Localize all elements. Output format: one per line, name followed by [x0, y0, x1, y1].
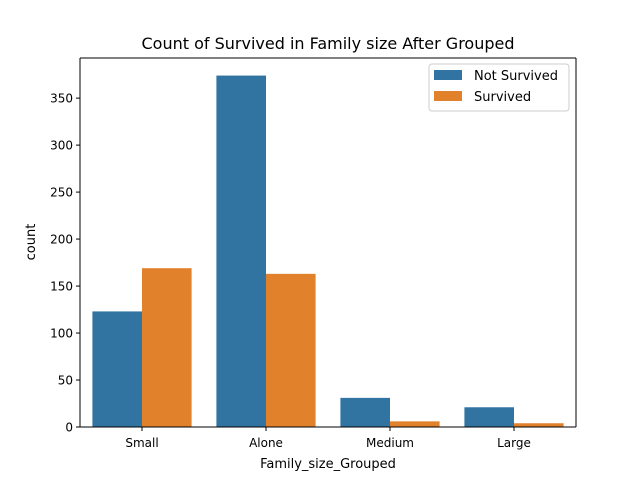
bar-alone-not-survived — [216, 75, 266, 428]
legend: Not Survived Survived — [428, 63, 570, 112]
x-tick-label: Medium — [366, 436, 414, 450]
bar-medium-survived — [390, 421, 440, 427]
bar-medium-not-survived — [340, 397, 390, 427]
x-tick-label: Large — [497, 436, 531, 450]
y-tick-label: 150 — [50, 280, 73, 294]
y-tick-label: 300 — [50, 139, 73, 153]
plot-area: 0 50 100 150 200 250 300 350 Small Alone Medium Lar… — [50, 57, 577, 450]
y-tick-label: 0 — [65, 421, 73, 435]
legend-label: Not Survived — [474, 69, 558, 84]
x-tick-label: Small — [125, 436, 158, 450]
bar-small-not-survived — [92, 311, 142, 427]
bar-large-not-survived — [464, 407, 514, 427]
legend-swatch — [434, 91, 462, 101]
bar-small-survived — [142, 268, 192, 427]
y-tick-label: 250 — [50, 186, 73, 200]
legend-swatch — [434, 70, 462, 80]
y-axis-label: count — [24, 224, 39, 261]
bar-large-survived — [514, 423, 564, 427]
y-tick-label: 200 — [50, 233, 73, 247]
legend-label: Survived — [474, 90, 531, 105]
bar-alone-survived — [266, 273, 316, 427]
y-tick-label: 50 — [58, 374, 73, 388]
y-tick-label: 100 — [50, 327, 73, 341]
chart-title: Count of Survived in Family size After G… — [141, 34, 514, 53]
x-axis-label: Family_size_Grouped — [260, 457, 396, 472]
y-tick-label: 350 — [50, 92, 73, 106]
x-tick-label: Alone — [249, 436, 283, 450]
legend-box — [428, 63, 570, 112]
